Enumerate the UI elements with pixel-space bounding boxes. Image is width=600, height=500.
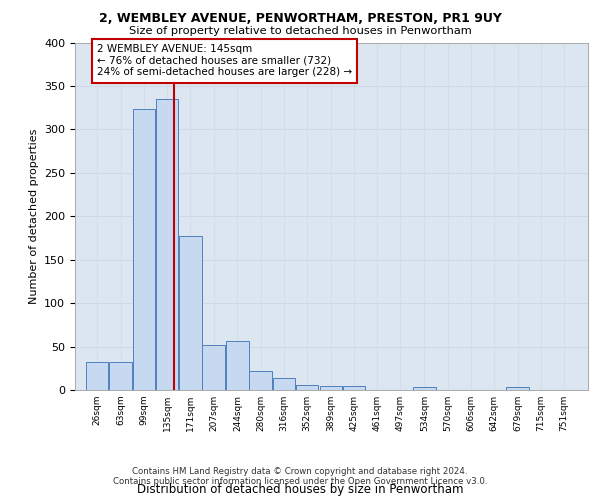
Bar [86,362,108,390]
Bar [133,110,155,390]
Bar [250,371,272,390]
Bar [320,386,342,390]
Bar [109,362,132,390]
Bar [296,385,318,390]
Text: 2 WEMBLEY AVENUE: 145sqm
← 76% of detached houses are smaller (732)
24% of semi-: 2 WEMBLEY AVENUE: 145sqm ← 76% of detach… [97,44,352,78]
Bar [343,386,365,390]
Y-axis label: Number of detached properties: Number of detached properties [29,128,38,304]
Bar [413,386,436,390]
Text: Contains public sector information licensed under the Open Government Licence v3: Contains public sector information licen… [113,477,487,486]
Text: Size of property relative to detached houses in Penwortham: Size of property relative to detached ho… [128,26,472,36]
Text: Distribution of detached houses by size in Penwortham: Distribution of detached houses by size … [137,483,463,496]
Text: 2, WEMBLEY AVENUE, PENWORTHAM, PRESTON, PR1 9UY: 2, WEMBLEY AVENUE, PENWORTHAM, PRESTON, … [98,12,502,26]
Bar [202,345,225,390]
Bar [179,236,202,390]
Bar [156,99,178,390]
Text: Contains HM Land Registry data © Crown copyright and database right 2024.: Contains HM Land Registry data © Crown c… [132,467,468,476]
Bar [272,378,295,390]
Bar [506,386,529,390]
Bar [226,342,248,390]
